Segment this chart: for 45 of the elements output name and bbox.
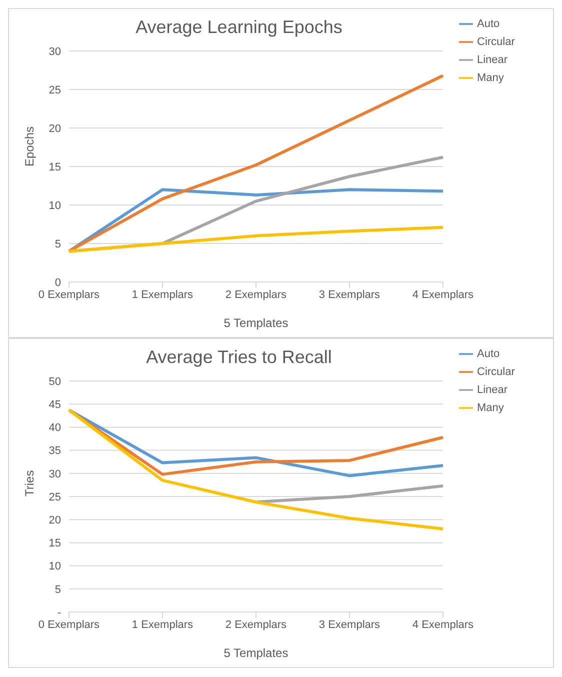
- y-tick-label: 45: [48, 399, 61, 412]
- legend-label: Auto: [477, 348, 500, 360]
- legend-label: Many: [477, 72, 504, 84]
- x-tick-label: 0 Exemplars: [38, 288, 100, 301]
- y-axis-title: Tries: [22, 470, 36, 496]
- y-tick-label: 5: [54, 584, 61, 596]
- y-tick-label: 15: [48, 538, 61, 550]
- y-tick-label: 50: [48, 376, 61, 388]
- y-tick-label: 25: [48, 84, 61, 96]
- x-tick-label: 4 Exemplars: [412, 618, 474, 631]
- y-tick-label: 25: [48, 491, 61, 504]
- y-axis-title: Epochs: [22, 126, 36, 166]
- legend-label: Linear: [477, 384, 508, 396]
- y-tick-label: 10: [48, 560, 61, 573]
- x-tick-label: 1 Exemplars: [132, 288, 194, 301]
- x-axis-title: 5 Templates: [224, 646, 288, 660]
- x-axis-title: 5 Templates: [224, 316, 288, 330]
- y-tick-label: 30: [48, 46, 61, 58]
- y-tick-label: 40: [48, 422, 61, 434]
- x-tick-label: 4 Exemplars: [412, 288, 474, 301]
- line-series: [68, 226, 444, 253]
- legend-label: Auto: [477, 18, 500, 30]
- x-tick-label: 0 Exemplars: [38, 618, 100, 631]
- x-tick-label: 1 Exemplars: [132, 618, 194, 631]
- chart-title: Average Learning Epochs: [134, 17, 344, 38]
- y-tick-label: 15: [48, 161, 61, 174]
- legend-label: Circular: [477, 366, 515, 378]
- x-tick-label: 3 Exemplars: [318, 288, 381, 301]
- legend-label: Many: [477, 402, 504, 414]
- y-tick-label: -: [57, 606, 62, 619]
- x-tick-label: 3 Exemplars: [318, 618, 381, 631]
- x-tick-label: 2 Exemplars: [225, 288, 288, 301]
- line-series: [68, 74, 444, 253]
- y-tick-label: 20: [48, 514, 61, 527]
- line-series: [68, 408, 444, 530]
- legend-label: Circular: [477, 36, 515, 48]
- y-tick-label: 20: [48, 122, 61, 135]
- y-tick-label: 35: [48, 445, 61, 458]
- y-tick-label: 10: [48, 200, 61, 212]
- legend-label: Linear: [477, 54, 508, 66]
- chart-title: Average Tries to Recall: [145, 347, 333, 368]
- y-tick-label: 5: [54, 238, 61, 250]
- y-tick-label: 30: [48, 468, 61, 480]
- y-tick-label: 0: [54, 276, 61, 289]
- x-tick-label: 2 Exemplars: [225, 618, 288, 631]
